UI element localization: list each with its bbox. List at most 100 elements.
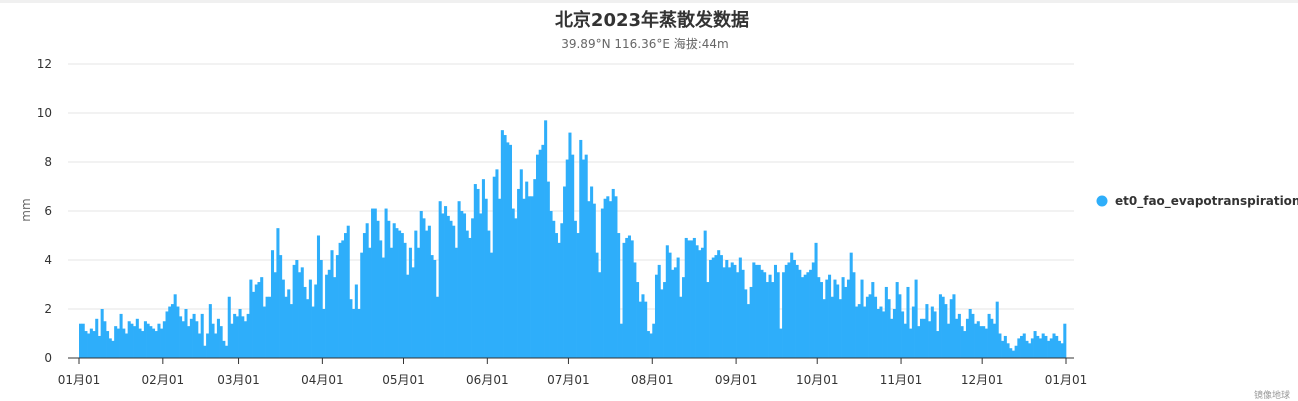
bar[interactable] (995, 301, 999, 358)
bar[interactable] (81, 323, 85, 358)
bar[interactable] (846, 279, 851, 358)
bar[interactable] (444, 206, 448, 358)
bar[interactable] (690, 240, 694, 358)
bar[interactable] (303, 286, 307, 358)
bar[interactable] (384, 208, 388, 358)
bar[interactable] (746, 304, 750, 358)
bar[interactable] (727, 267, 732, 358)
bar[interactable] (308, 279, 312, 358)
bar[interactable] (146, 323, 150, 358)
bar[interactable] (352, 309, 356, 358)
bar[interactable] (836, 284, 840, 359)
bar[interactable] (1009, 348, 1013, 358)
bar[interactable] (376, 220, 380, 358)
bar[interactable] (100, 309, 104, 358)
bar[interactable] (598, 272, 602, 358)
bar[interactable] (400, 233, 404, 358)
bar[interactable] (773, 264, 778, 358)
bar[interactable] (571, 154, 575, 358)
bar[interactable] (703, 230, 707, 358)
bar[interactable] (755, 264, 759, 358)
bar[interactable] (379, 240, 383, 358)
bar[interactable] (311, 306, 315, 358)
bar[interactable] (936, 331, 940, 358)
bar[interactable] (368, 247, 372, 358)
bar[interactable] (133, 326, 137, 358)
bar[interactable] (406, 274, 410, 358)
bar[interactable] (165, 311, 169, 358)
bar[interactable] (928, 321, 932, 358)
bar[interactable] (844, 286, 848, 358)
bar[interactable] (306, 299, 310, 358)
bar[interactable] (168, 306, 172, 358)
bar[interactable] (357, 309, 361, 358)
bar[interactable] (941, 296, 945, 358)
bar[interactable] (425, 230, 429, 358)
bar[interactable] (430, 255, 434, 358)
bar[interactable] (657, 264, 661, 358)
bar[interactable] (438, 201, 442, 358)
bar[interactable] (519, 169, 523, 358)
bar[interactable] (527, 196, 531, 358)
bar[interactable] (490, 252, 494, 358)
bar[interactable] (563, 186, 567, 359)
bar[interactable] (433, 260, 437, 358)
bar[interactable] (584, 154, 588, 358)
bar[interactable] (801, 277, 805, 358)
bar[interactable] (411, 267, 415, 358)
bar[interactable] (698, 250, 702, 358)
bar[interactable] (960, 326, 964, 358)
bar[interactable] (757, 264, 761, 358)
bar[interactable] (233, 313, 237, 358)
bar[interactable] (333, 277, 337, 358)
bar[interactable] (706, 282, 710, 358)
bar[interactable] (1047, 340, 1051, 358)
bar[interactable] (254, 284, 258, 359)
bar[interactable] (998, 333, 1002, 359)
bar[interactable] (462, 213, 467, 358)
bar[interactable] (135, 318, 139, 358)
bar[interactable] (192, 313, 196, 358)
bar[interactable] (473, 184, 477, 358)
bar[interactable] (606, 196, 610, 358)
bar[interactable] (503, 135, 507, 358)
bar[interactable] (828, 274, 832, 358)
bar[interactable] (273, 272, 277, 358)
bar[interactable] (365, 223, 369, 358)
bar[interactable] (809, 269, 813, 358)
bar[interactable] (262, 306, 266, 358)
bar[interactable] (1033, 331, 1037, 358)
bar[interactable] (108, 338, 112, 358)
bar[interactable] (179, 316, 183, 358)
bar[interactable] (652, 323, 656, 358)
bar[interactable] (611, 188, 615, 358)
bar[interactable] (1030, 338, 1034, 358)
bar[interactable] (203, 345, 207, 358)
bar[interactable] (460, 211, 464, 358)
bar[interactable] (189, 318, 193, 358)
bar[interactable] (417, 247, 421, 358)
bar[interactable] (765, 282, 769, 358)
bar[interactable] (752, 262, 756, 358)
bar[interactable] (222, 340, 226, 358)
bar[interactable] (546, 181, 550, 358)
bar[interactable] (124, 333, 129, 359)
bar[interactable] (371, 208, 375, 358)
bar[interactable] (646, 331, 650, 358)
bar[interactable] (422, 218, 426, 358)
bar[interactable] (276, 228, 280, 358)
bar[interactable] (514, 218, 518, 358)
bar[interactable] (211, 323, 215, 358)
bar[interactable] (116, 328, 120, 358)
bar[interactable] (865, 296, 869, 358)
bar[interactable] (208, 304, 212, 358)
bar[interactable] (814, 242, 818, 358)
bar[interactable] (557, 242, 561, 358)
bar[interactable] (257, 282, 261, 358)
bar[interactable] (625, 237, 629, 358)
bar[interactable] (627, 235, 631, 359)
bar[interactable] (544, 120, 548, 358)
bar[interactable] (841, 277, 845, 358)
bar[interactable] (992, 323, 997, 358)
bar[interactable] (492, 176, 496, 358)
